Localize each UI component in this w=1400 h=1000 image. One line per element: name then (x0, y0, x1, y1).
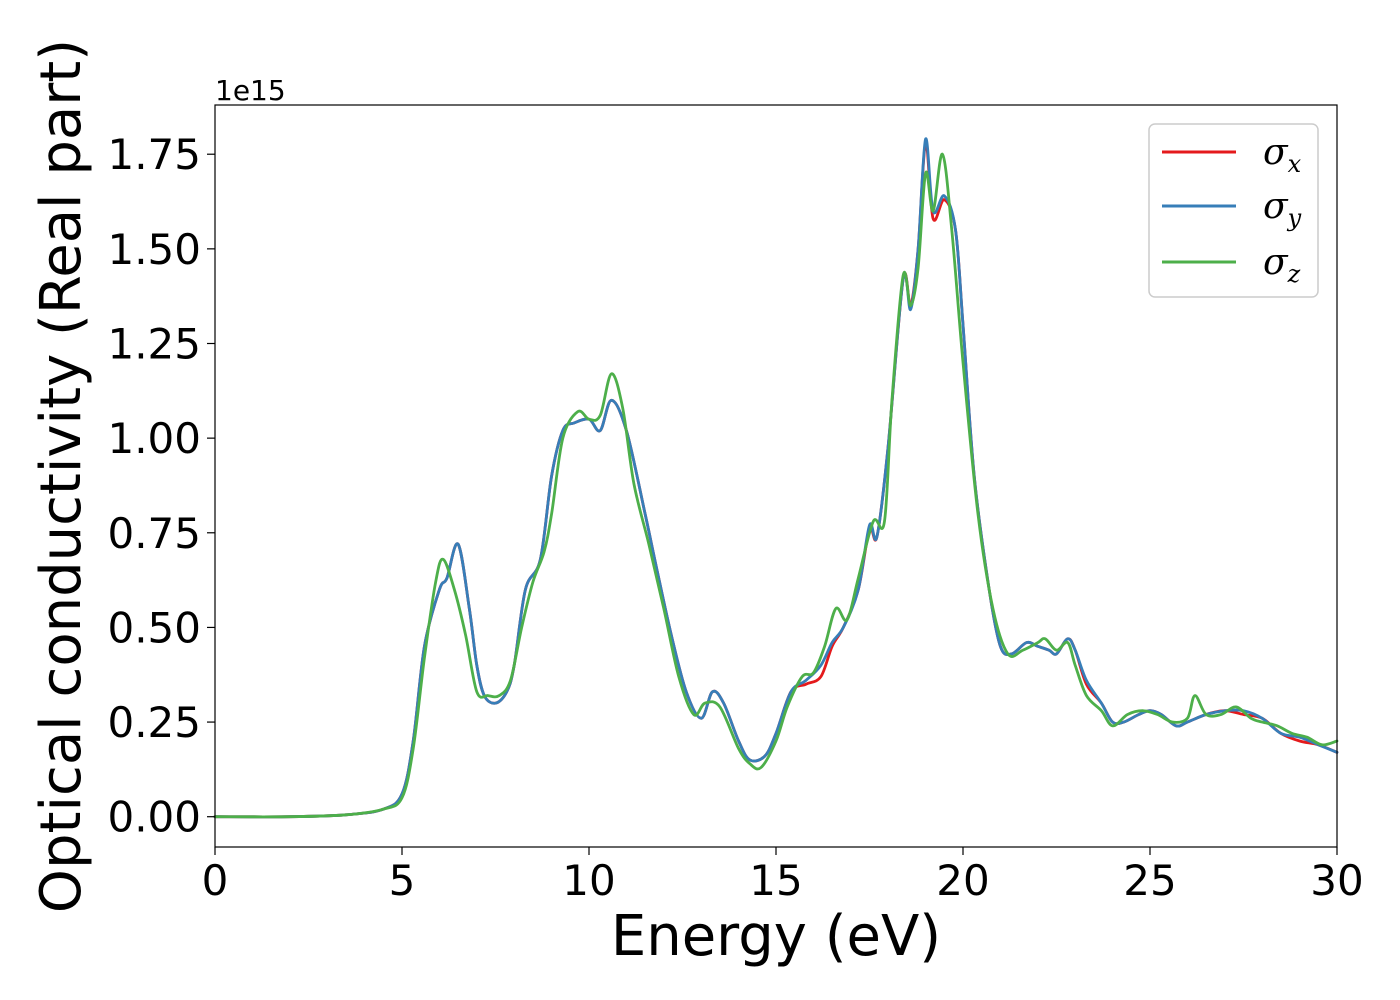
y-offset-label: 1e15 (215, 74, 286, 107)
x-axis-title: Energy (eV) (611, 904, 941, 969)
x-tick-label: 20 (936, 856, 989, 905)
legend-symbol: σ (1263, 186, 1289, 227)
y-tick-label: 1.00 (107, 414, 201, 463)
y-tick-label: 1.25 (107, 320, 201, 369)
legend-symbol: σ (1263, 132, 1289, 173)
y-tick-label: 0.75 (107, 509, 201, 558)
x-tick-label: 15 (749, 856, 802, 905)
legend-frame (1148, 123, 1319, 298)
legend: σx σy σz (1148, 123, 1319, 298)
x-tick-label: 10 (562, 856, 615, 905)
legend-subscript: y (1287, 204, 1302, 232)
legend-subscript: z (1287, 260, 1301, 288)
x-tick-label: 0 (202, 856, 229, 905)
y-axis-title: Optical conductivity (Real part) (29, 39, 94, 913)
y-tick-label: 1.75 (107, 130, 201, 179)
y-tick-label: 0.25 (107, 698, 201, 747)
x-tick-label: 5 (389, 856, 416, 905)
y-tick-label: 0.50 (107, 603, 201, 652)
series-line-sigma-y (213, 137, 1339, 819)
legend-subscript: x (1288, 150, 1302, 178)
x-tick-label: 30 (1310, 856, 1363, 905)
series-layer (213, 137, 1339, 819)
legend-symbol: σ (1263, 242, 1289, 283)
legend-entry-sigma-x: σx (1263, 132, 1302, 178)
series-line-sigma-z (213, 152, 1339, 819)
legend-entry-sigma-z: σz (1263, 242, 1301, 288)
y-axis-ticks: 0.00 0.25 0.50 0.75 1.00 1.25 1.50 1.75 (107, 130, 215, 842)
x-tick-label: 25 (1123, 856, 1176, 905)
legend-entry-sigma-y: σy (1263, 186, 1302, 232)
x-axis-ticks: 0 5 10 15 20 25 30 (202, 847, 1364, 905)
y-tick-label: 0.00 (107, 793, 201, 842)
y-tick-label: 1.50 (107, 225, 201, 274)
